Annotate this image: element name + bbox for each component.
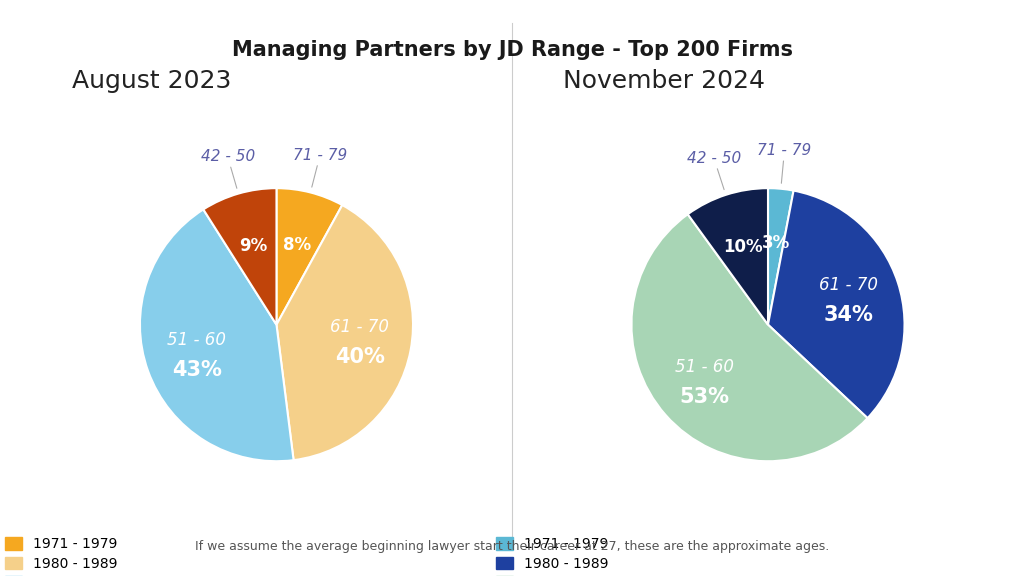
Text: 61 - 70: 61 - 70 [330,318,389,336]
Text: 10%: 10% [723,238,763,256]
Text: 42 - 50: 42 - 50 [201,149,255,188]
Text: 71 - 79: 71 - 79 [293,148,347,187]
Wedge shape [140,210,294,461]
Wedge shape [632,214,867,461]
Text: 43%: 43% [172,360,222,380]
Text: 42 - 50: 42 - 50 [687,151,741,190]
Text: 51 - 60: 51 - 60 [167,331,226,348]
Wedge shape [276,205,413,460]
Text: 40%: 40% [335,347,385,367]
Text: Managing Partners by JD Range - Top 200 Firms: Managing Partners by JD Range - Top 200 … [231,40,793,60]
Text: 51 - 60: 51 - 60 [675,358,734,376]
Legend: 1971 - 1979, 1980 - 1989, 1990 - 1999, 2000 - 2008: 1971 - 1979, 1980 - 1989, 1990 - 1999, 2… [5,537,117,576]
Text: If we assume the average beginning lawyer start their career at 27, these are th: If we assume the average beginning lawye… [195,540,829,553]
Wedge shape [768,188,794,325]
Wedge shape [276,188,342,325]
Text: 61 - 70: 61 - 70 [819,276,878,294]
Wedge shape [688,188,768,325]
Text: 71 - 79: 71 - 79 [758,143,812,183]
Text: 8%: 8% [283,236,311,255]
Wedge shape [768,191,904,418]
Text: 3%: 3% [762,234,790,252]
Text: August 2023: August 2023 [72,69,231,93]
Legend: 1971 - 1979, 1980 - 1989, 1990 - 1999, 2000 - 2008: 1971 - 1979, 1980 - 1989, 1990 - 1999, 2… [497,537,608,576]
Text: November 2024: November 2024 [563,69,765,93]
Text: 9%: 9% [240,237,267,255]
Text: 53%: 53% [680,387,729,407]
Text: 34%: 34% [823,305,873,325]
Wedge shape [204,188,276,325]
